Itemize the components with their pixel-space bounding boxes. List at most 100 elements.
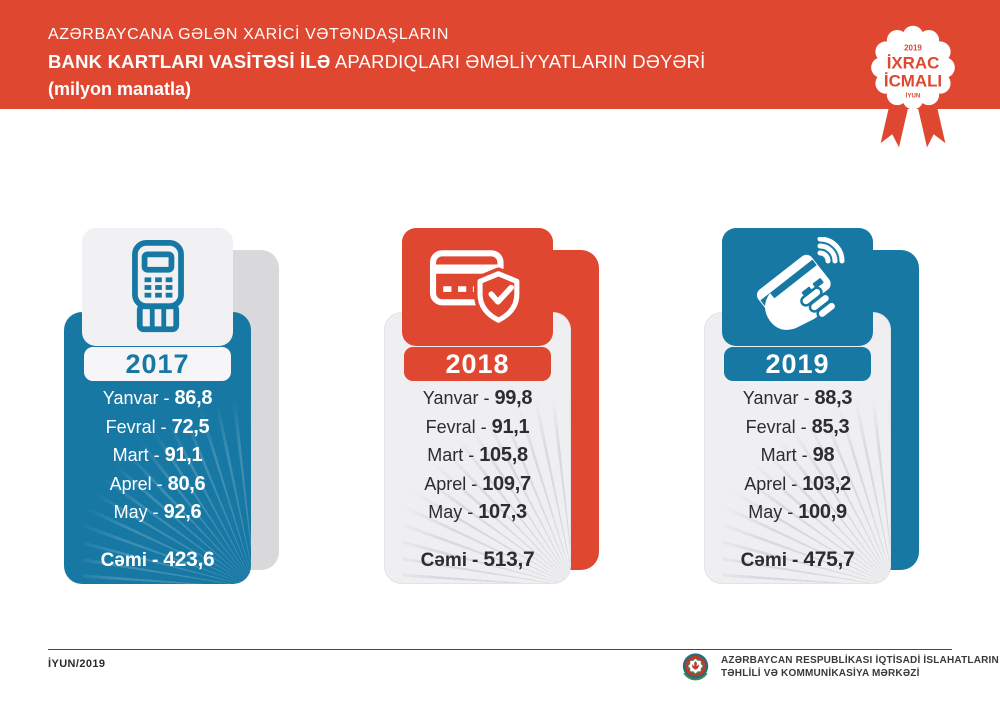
organization-name: AZƏRBAYCAN RESPUBLİKASI İQTİSADİ İSLAHAT… bbox=[721, 655, 999, 680]
month-row: Fevral -72,5 bbox=[64, 414, 251, 443]
year-card-2019: 2019 Yanvar -88,3 Fevral -85,3 Mart -98 Apr… bbox=[704, 228, 919, 593]
month-row: Aprel -109,7 bbox=[384, 471, 571, 500]
badge-month: İYUN bbox=[906, 93, 921, 100]
footer-organization: AZƏRBAYCAN RESPUBLİKASI İQTİSADİ İSLAHAT… bbox=[680, 651, 999, 684]
month-row: May -100,9 bbox=[704, 499, 891, 528]
month-label: Aprel bbox=[109, 473, 152, 494]
total-row: Cəmi -513,7 bbox=[384, 548, 571, 572]
month-label: Mart bbox=[760, 445, 797, 465]
total-row: Cəmi -423,6 bbox=[64, 548, 251, 572]
separator: - bbox=[467, 502, 474, 522]
year-label: 2017 bbox=[84, 347, 231, 381]
card-icon-tile bbox=[402, 228, 553, 346]
month-row: Fevral -85,3 bbox=[704, 414, 891, 443]
title-line2-rest: APARDIQLARI ƏMƏLİYYATLARIN DƏYƏRİ bbox=[330, 51, 706, 72]
footer-divider bbox=[48, 649, 952, 650]
month-value: 91,1 bbox=[491, 415, 530, 438]
month-value: 86,8 bbox=[174, 387, 213, 409]
separator: - bbox=[483, 388, 490, 408]
month-row: Yanvar -99,8 bbox=[384, 385, 571, 414]
header-band: AZƏRBAYCANA GƏLƏN XARİCİ VƏTƏNDAŞLARIN B… bbox=[0, 0, 1000, 109]
total-value: 475,7 bbox=[803, 548, 855, 571]
title-line2-bold: BANK KARTLARI VASİTƏSİ İLƏ bbox=[48, 51, 331, 72]
month-row: Mart -91,1 bbox=[64, 442, 251, 471]
organization-line1: AZƏRBAYCAN RESPUBLİKASI İQTİSADİ İSLAHAT… bbox=[721, 655, 999, 666]
month-value: 99,8 bbox=[494, 387, 533, 409]
month-value: 98 bbox=[812, 444, 835, 466]
separator: - bbox=[153, 445, 160, 465]
month-label: May bbox=[748, 502, 783, 522]
month-label: May bbox=[113, 502, 148, 522]
month-row: May -107,3 bbox=[384, 499, 571, 528]
badge-year: 2019 bbox=[904, 44, 922, 53]
month-row: May -92,6 bbox=[64, 499, 251, 528]
separator: - bbox=[480, 416, 487, 437]
year-label: 2018 bbox=[404, 347, 551, 381]
badge-line2: İCMALI bbox=[884, 71, 942, 90]
month-value: 105,8 bbox=[479, 444, 528, 466]
year-label: 2019 bbox=[724, 347, 871, 381]
total-label: Cəmi bbox=[420, 550, 468, 571]
month-value: 109,7 bbox=[482, 472, 531, 495]
month-label: Aprel bbox=[744, 473, 787, 494]
month-label: Aprel bbox=[424, 473, 467, 494]
card-icon-tile bbox=[82, 228, 233, 346]
separator: - bbox=[472, 550, 479, 571]
separator: - bbox=[792, 550, 799, 571]
title-line1: AZƏRBAYCANA GƏLƏN XARİCİ VƏTƏNDAŞLARIN bbox=[48, 26, 449, 43]
month-row: Yanvar -88,3 bbox=[704, 385, 891, 414]
title-line2: BANK KARTLARI VASİTƏSİ İLƏ APARDIQLARI Ə… bbox=[48, 51, 706, 73]
month-row: Mart -98 bbox=[704, 442, 891, 471]
footer-date: İYUN/2019 bbox=[48, 658, 106, 670]
month-label: Fevral bbox=[425, 416, 476, 437]
month-values-list: Yanvar -86,8 Fevral -72,5 Mart -91,1 Aprel -… bbox=[64, 385, 251, 528]
separator: - bbox=[787, 502, 794, 522]
total-value: 423,6 bbox=[163, 548, 215, 571]
year-card-2017: 2017 Yanvar -86,8 Fevral -72,5 Mart -91,1 A… bbox=[64, 228, 279, 593]
month-value: 103,2 bbox=[802, 472, 851, 495]
separator: - bbox=[468, 445, 475, 465]
organization-line2: TƏHLİLİ VƏ KOMMUNİKASİYA MƏRKƏZİ bbox=[721, 667, 920, 679]
month-label: Fevral bbox=[105, 416, 156, 437]
separator: - bbox=[152, 550, 159, 571]
separator: - bbox=[152, 502, 159, 522]
contactless-payment-icon bbox=[756, 237, 844, 330]
separator: - bbox=[803, 388, 810, 408]
total-label: Cəmi bbox=[740, 550, 788, 571]
separator: - bbox=[800, 416, 807, 437]
month-value: 91,1 bbox=[164, 444, 203, 466]
ixrac-icmali-badge: 2019 İXRAC İCMALI İYUN bbox=[866, 22, 960, 162]
year-card-2018: 2018 Yanvar -99,8 Fevral -91,1 Mart -105,8 … bbox=[384, 228, 599, 593]
separator: - bbox=[156, 473, 163, 494]
rosette-badge-icon: 2019 İXRAC İCMALI İYUN bbox=[871, 25, 955, 148]
month-values-list: Yanvar -88,3 Fevral -85,3 Mart -98 Aprel -10… bbox=[704, 385, 891, 528]
card-icon-tile bbox=[722, 228, 873, 346]
separator: - bbox=[791, 473, 798, 494]
separator: - bbox=[471, 473, 478, 494]
title-unit: (milyon manatla) bbox=[48, 79, 192, 99]
total-value: 513,7 bbox=[483, 548, 535, 571]
month-values-list: Yanvar -99,8 Fevral -91,1 Mart -105,8 Aprel… bbox=[384, 385, 571, 528]
month-row: Yanvar -86,8 bbox=[64, 385, 251, 414]
month-value: 107,3 bbox=[478, 501, 527, 523]
page-title: AZƏRBAYCANA GƏLƏN XARİCİ VƏTƏNDAŞLARIN B… bbox=[48, 26, 706, 100]
separator: - bbox=[801, 445, 808, 465]
badge-line1: İXRAC bbox=[887, 54, 940, 73]
total-label: Cəmi bbox=[100, 550, 148, 571]
card-shield-icon bbox=[429, 250, 523, 327]
month-value: 88,3 bbox=[814, 387, 853, 409]
month-value: 80,6 bbox=[167, 472, 206, 495]
month-label: Yanvar bbox=[742, 388, 799, 408]
azerbaijan-emblem-icon bbox=[682, 653, 709, 681]
pos-terminal-icon bbox=[131, 239, 184, 333]
month-label: May bbox=[428, 502, 463, 522]
month-row: Aprel -80,6 bbox=[64, 471, 251, 500]
total-row: Cəmi -475,7 bbox=[704, 548, 891, 572]
month-value: 92,6 bbox=[163, 501, 202, 523]
month-value: 72,5 bbox=[171, 415, 210, 438]
month-label: Yanvar bbox=[422, 388, 479, 408]
month-label: Mart bbox=[112, 445, 149, 465]
month-value: 100,9 bbox=[798, 501, 847, 523]
separator: - bbox=[163, 388, 170, 408]
month-row: Aprel -103,2 bbox=[704, 471, 891, 500]
